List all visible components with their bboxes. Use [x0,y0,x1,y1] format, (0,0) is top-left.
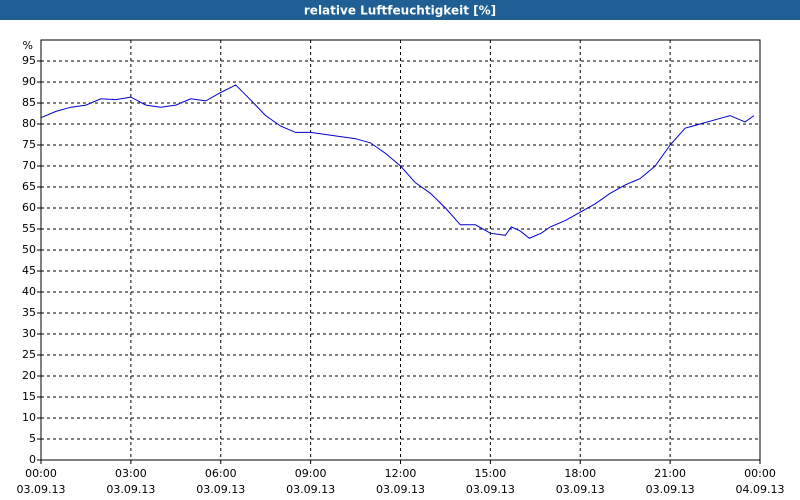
y-tick-label: 95 [22,54,36,67]
y-tick-label: 10 [22,411,36,424]
x-tick-date: 03.09.13 [106,483,155,496]
x-tick-date: 03.09.13 [286,483,335,496]
y-tick-label: 80 [22,117,36,130]
title-bar [0,0,800,20]
chart-title: relative Luftfeuchtigkeit [%] [304,4,496,18]
x-tick-date: 03.09.13 [556,483,605,496]
y-tick-label: 45 [22,264,36,277]
x-tick-date: 03.09.13 [646,483,695,496]
y-tick-label: 70 [22,159,36,172]
x-tick-date: 04.09.13 [736,483,785,496]
x-tick-date: 03.09.13 [196,483,245,496]
x-tick-date: 03.09.13 [17,483,66,496]
x-tick-label: 12:00 [385,467,417,480]
x-tick-label: 03:00 [115,467,147,480]
y-tick-label: 85 [22,96,36,109]
y-axis-unit: % [23,39,33,52]
y-tick-label: 40 [22,285,36,298]
y-tick-label: 15 [22,390,36,403]
y-tick-label: 50 [22,243,36,256]
y-tick-label: 90 [22,75,36,88]
y-tick-label: 30 [22,327,36,340]
x-tick-label: 09:00 [295,467,327,480]
data-line [40,84,755,239]
x-tick-date: 03.09.13 [466,483,515,496]
y-tick-label: 25 [22,348,36,361]
x-tick-label: 21:00 [654,467,686,480]
y-tick-label: 75 [22,138,36,151]
y-tick-label: 20 [22,369,36,382]
y-tick-label: 5 [29,432,36,445]
y-tick-label: 55 [22,222,36,235]
x-tick-date: 03.09.13 [376,483,425,496]
x-tick-label: 18:00 [564,467,596,480]
x-tick-label: 00:00 [25,467,57,480]
x-tick-label: 00:00 [744,467,776,480]
y-tick-label: 0 [29,453,36,466]
y-tick-label: 35 [22,306,36,319]
x-tick-label: 06:00 [205,467,237,480]
x-tick-label: 15:00 [475,467,507,480]
y-tick-label: 65 [22,180,36,193]
y-tick-label: 60 [22,201,36,214]
